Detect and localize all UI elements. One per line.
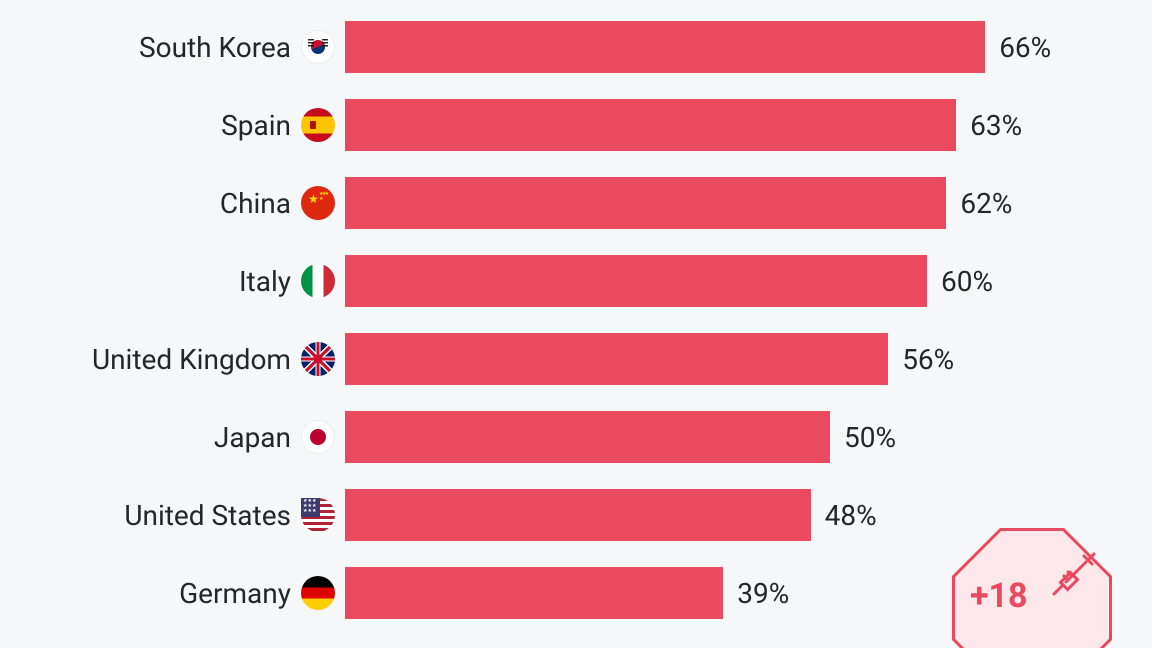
bar-area: 60% bbox=[345, 255, 1152, 307]
row-label-area: Spain bbox=[0, 108, 345, 142]
bar-row: United Kingdom 56% bbox=[0, 320, 1152, 398]
country-label: South Korea bbox=[139, 31, 291, 64]
bar bbox=[345, 99, 956, 151]
row-label-area: China bbox=[0, 186, 345, 220]
value-label: 60% bbox=[941, 265, 993, 298]
country-label: United Kingdom bbox=[92, 343, 291, 376]
row-label-area: Japan bbox=[0, 420, 345, 454]
bar-area: 56% bbox=[345, 333, 1152, 385]
age-badge: +18 bbox=[952, 528, 1112, 648]
value-label: 66% bbox=[999, 31, 1051, 64]
bar bbox=[345, 489, 811, 541]
bar bbox=[345, 411, 830, 463]
flag-icon-es bbox=[301, 108, 335, 142]
value-label: 50% bbox=[844, 421, 896, 454]
country-label: Germany bbox=[179, 577, 291, 610]
bar-area: 66% bbox=[345, 21, 1152, 73]
bar-area: 63% bbox=[345, 99, 1152, 151]
bar-area: 62% bbox=[345, 177, 1152, 229]
flag-icon-uk bbox=[301, 342, 335, 376]
row-label-area: United Kingdom bbox=[0, 342, 345, 376]
bar bbox=[345, 21, 985, 73]
flag-icon-jp bbox=[301, 420, 335, 454]
bar-row: Spain 63% bbox=[0, 86, 1152, 164]
flag-icon-de bbox=[301, 576, 335, 610]
bar-area: 50% bbox=[345, 411, 1152, 463]
country-label: Italy bbox=[239, 265, 291, 298]
country-label: Spain bbox=[221, 109, 291, 142]
row-label-area: United States bbox=[0, 498, 345, 532]
bar-row: Italy 60% bbox=[0, 242, 1152, 320]
row-label-area: Italy bbox=[0, 264, 345, 298]
row-label-area: Germany bbox=[0, 576, 345, 610]
value-label: 63% bbox=[970, 109, 1022, 142]
row-label-area: South Korea bbox=[0, 30, 345, 64]
country-label: China bbox=[220, 187, 291, 220]
flag-icon-cn bbox=[301, 186, 335, 220]
value-label: 48% bbox=[825, 499, 877, 532]
bar bbox=[345, 255, 927, 307]
syringe-icon bbox=[1048, 550, 1098, 600]
badge-text: +18 bbox=[970, 576, 1028, 616]
value-label: 39% bbox=[737, 577, 789, 610]
bar-row: China 62% bbox=[0, 164, 1152, 242]
country-label: Japan bbox=[214, 421, 291, 454]
bar bbox=[345, 177, 946, 229]
value-label: 56% bbox=[902, 343, 954, 376]
value-label: 62% bbox=[960, 187, 1012, 220]
bar bbox=[345, 333, 888, 385]
flag-icon-it bbox=[301, 264, 335, 298]
flag-icon-kr bbox=[301, 30, 335, 64]
country-label: United States bbox=[124, 499, 291, 532]
bar-row: Japan 50% bbox=[0, 398, 1152, 476]
bar bbox=[345, 567, 723, 619]
bar-row: South Korea 66% bbox=[0, 8, 1152, 86]
flag-icon-us bbox=[301, 498, 335, 532]
